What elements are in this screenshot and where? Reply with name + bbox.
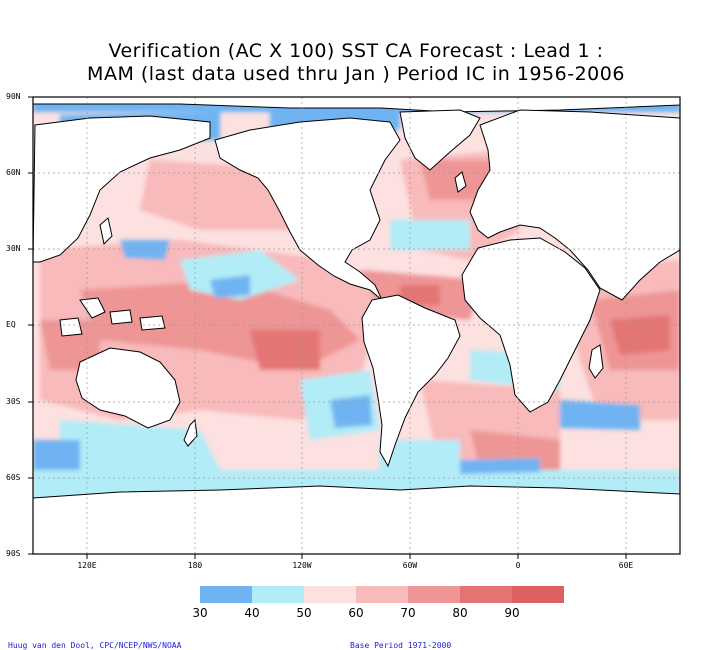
lat-label-90n: 90N [6, 92, 21, 101]
colorbar-swatch-50-60 [304, 586, 356, 603]
lon-label-120w: 120W [292, 561, 312, 570]
credit-base-period: Base Period 1971-2000 [350, 641, 452, 650]
colorbar-swatch-90-100 [512, 586, 564, 603]
lat-label-60n: 60N [6, 168, 21, 177]
chart-title-line1: Verification (AC X 100) SST CA Forecast … [108, 40, 604, 62]
lat-label-30n: 30N [6, 244, 21, 253]
colorbar-swatch-30-40 [200, 586, 252, 603]
colorbar-tick-90: 90 [504, 606, 520, 620]
colorbar-swatch-60-70 [356, 586, 408, 603]
lon-label-60e: 60E [618, 561, 634, 570]
colorbar-swatch-70-80 [408, 586, 460, 603]
lat-label-30s: 30S [6, 397, 21, 406]
colorbar-tick-50: 50 [296, 606, 312, 620]
lon-label-0: 0 [515, 561, 521, 570]
lat-label-60s: 60S [6, 473, 21, 482]
chart-title-line2: MAM (last data used thru Jan ) Period IC… [87, 63, 625, 85]
lon-label-180: 180 [187, 561, 203, 570]
colorbar-tick-80: 80 [452, 606, 468, 620]
lon-label-120e: 120E [77, 561, 97, 570]
colorbar-tick-70: 70 [400, 606, 416, 620]
credit-author: Huug van den Dool, CPC/NCEP/NWS/NOAA [8, 641, 182, 650]
lon-label-60w: 60W [402, 561, 418, 570]
colorbar-tick-40: 40 [244, 606, 260, 620]
lat-label-eq: EQ [6, 320, 16, 329]
colorbar-swatch-40-50 [252, 586, 304, 603]
colorbar-tick-30: 30 [192, 606, 208, 620]
colorbar-swatch-80-90 [460, 586, 512, 603]
colorbar-tick-60: 60 [348, 606, 364, 620]
lat-label-90s: 90S [6, 549, 21, 558]
graticule [33, 97, 680, 554]
